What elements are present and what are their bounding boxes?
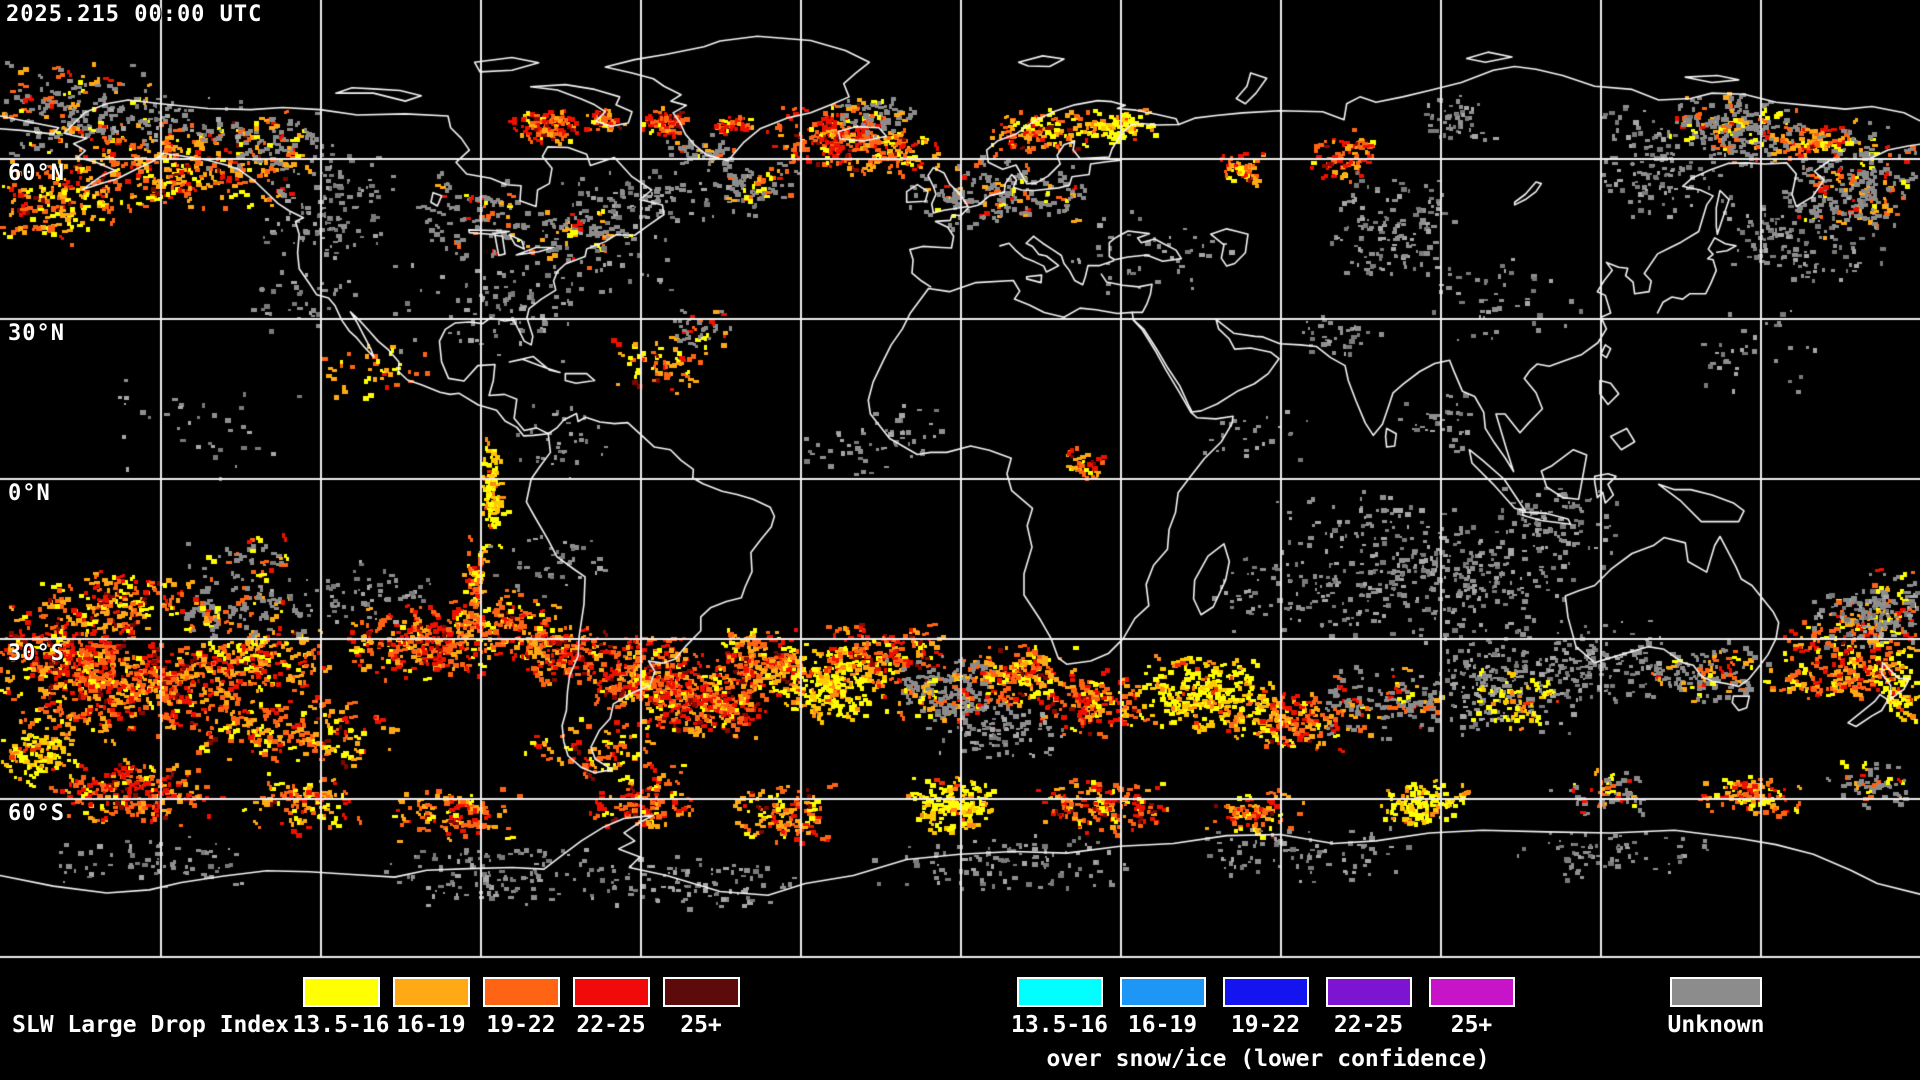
legend-swatch	[302, 977, 380, 1007]
legend-swatch-label: 16-19	[396, 1012, 466, 1038]
legend-item: 25+	[656, 977, 746, 1038]
legend-swatch	[1670, 977, 1762, 1007]
legend-swatch-label: 22-25	[576, 1012, 646, 1038]
legend-swatch	[572, 977, 650, 1007]
legend-swatch-label: 16-19	[1127, 1012, 1198, 1038]
legend-swatch	[1016, 977, 1103, 1007]
legend-item: Unknown	[1661, 977, 1771, 1038]
legend-swatch-label: 19-22	[486, 1012, 556, 1038]
legend-snow-scale: 13.5-16 16-19 19-22 22-25 25+	[1008, 977, 1523, 1038]
legend-swatch-label: Unknown	[1667, 1012, 1765, 1038]
latitude-label: 60°N	[8, 161, 65, 186]
legend-item: 19-22	[1214, 977, 1317, 1038]
legend-swatch-label: 22-25	[1333, 1012, 1404, 1038]
legend-primary-scale: 13.5-16 16-19 19-22 22-25 25+	[293, 977, 746, 1038]
legend-swatch	[1119, 977, 1206, 1007]
legend-swatch	[1325, 977, 1412, 1007]
legend-snow-caption: over snow/ice (lower confidence)	[1046, 1046, 1490, 1072]
legend-item: 13.5-16	[293, 977, 389, 1038]
legend-item: 22-25	[1317, 977, 1420, 1038]
legend-swatch-label: 19-22	[1230, 1012, 1301, 1038]
legend-swatch-label: 13.5-16	[292, 1012, 390, 1038]
legend-item: 22-25	[566, 977, 656, 1038]
latitude-label: 30°N	[8, 321, 65, 346]
latitude-label: 30°S	[8, 641, 65, 666]
legend-swatch-label: 13.5-16	[1011, 1012, 1108, 1038]
legend-item: 13.5-16	[1008, 977, 1111, 1038]
legend-item: 16-19	[386, 977, 476, 1038]
legend-swatch	[1222, 977, 1309, 1007]
legend-unknown: Unknown	[1661, 977, 1771, 1038]
legend-swatch	[392, 977, 470, 1007]
legend-swatch-label: 25+	[680, 1012, 722, 1038]
legend-swatch	[662, 977, 740, 1007]
legend-swatch-label: 25+	[1450, 1012, 1493, 1038]
legend-item: 16-19	[1111, 977, 1214, 1038]
legend-swatch	[1428, 977, 1515, 1007]
latitude-label: 0°N	[8, 481, 51, 506]
timestamp-label: 2025.215 00:00 UTC	[6, 2, 263, 27]
legend-swatch	[482, 977, 560, 1007]
legend-item: 19-22	[476, 977, 566, 1038]
latitude-label: 60°S	[8, 801, 65, 826]
legend-title: SLW Large Drop Index	[12, 1012, 289, 1038]
legend-item: 25+	[1420, 977, 1523, 1038]
